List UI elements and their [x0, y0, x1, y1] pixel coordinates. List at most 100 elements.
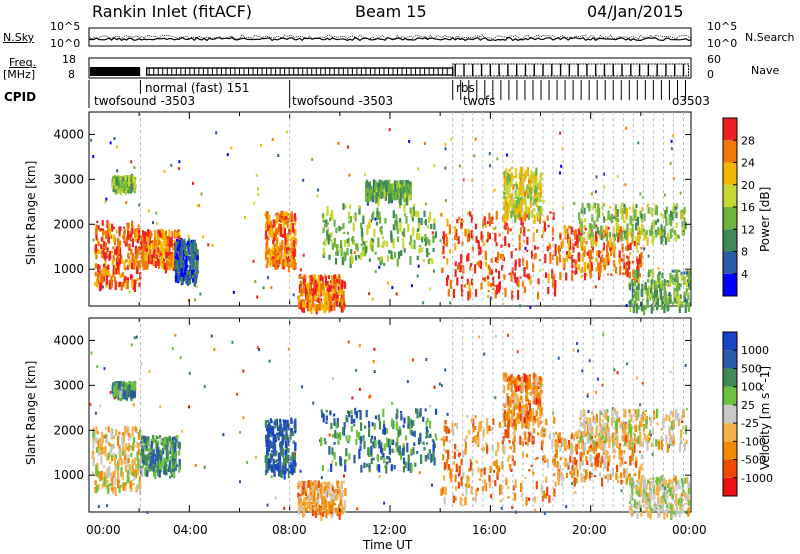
- heatmap-cell: [526, 213, 529, 218]
- heatmap-cell: [153, 462, 156, 473]
- scatter-point: [96, 365, 99, 369]
- heatmap-cell: [440, 488, 443, 496]
- heatmap-cell: [409, 255, 412, 265]
- heatmap-cell: [127, 244, 130, 249]
- heatmap-cell: [276, 227, 279, 235]
- scatter-point: [197, 204, 200, 208]
- heatmap-cell: [623, 263, 626, 270]
- heatmap-cell: [276, 256, 279, 261]
- beam-label: Beam 15: [355, 2, 427, 21]
- heatmap-cell: [359, 410, 362, 420]
- heatmap-cell: [650, 295, 653, 298]
- heatmap-cell: [110, 280, 113, 288]
- heatmap-cell: [130, 452, 133, 458]
- heatmap-cell: [516, 212, 519, 217]
- heatmap-cell: [279, 441, 282, 450]
- scatter-point: [496, 157, 499, 161]
- heatmap-cell: [529, 179, 532, 188]
- heatmap-cell: [512, 377, 515, 386]
- heatmap-cell: [383, 420, 386, 426]
- heatmap-cell: [513, 407, 516, 417]
- heatmap-cell: [309, 481, 312, 488]
- heatmap-cell: [336, 493, 339, 501]
- scatter-point: [255, 173, 258, 177]
- heatmap-cell: [337, 285, 340, 291]
- heatmap-cell: [176, 253, 179, 263]
- heatmap-cell: [277, 251, 280, 258]
- heatmap-cell: [140, 440, 143, 444]
- heatmap-cell: [477, 467, 480, 473]
- heatmap-cell: [330, 213, 333, 221]
- heatmap-cell: [576, 234, 579, 244]
- heatmap-cell: [196, 255, 199, 261]
- heatmap-cell: [353, 215, 356, 219]
- heatmap-cell: [368, 420, 371, 429]
- heatmap-cell: [362, 435, 365, 441]
- heatmap-cell: [678, 304, 681, 314]
- heatmap-cell: [106, 222, 109, 225]
- heatmap-cell: [158, 239, 161, 246]
- heatmap-cell: [616, 221, 619, 229]
- heatmap-cell: [582, 231, 585, 235]
- heatmap-cell: [636, 258, 639, 265]
- scatter-point: [402, 442, 405, 446]
- heatmap-cell: [402, 457, 406, 465]
- heatmap-cell: [290, 418, 293, 425]
- heatmap-cell: [513, 175, 516, 179]
- heatmap-cell: [282, 262, 286, 267]
- heatmap-cell: [269, 429, 272, 438]
- heatmap-cell: [489, 283, 492, 288]
- scatter-point: [616, 175, 619, 179]
- heatmap-cell: [686, 271, 689, 275]
- heatmap-cell: [396, 236, 400, 242]
- heatmap-cell: [343, 508, 346, 513]
- heatmap-cell: [106, 467, 109, 476]
- heatmap-cell: [454, 474, 457, 483]
- heatmap-cell: [373, 423, 376, 430]
- heatmap-cell: [294, 448, 297, 452]
- heatmap-cell: [152, 437, 155, 444]
- heatmap-cell: [270, 455, 273, 461]
- heatmap-cell: [279, 418, 282, 423]
- heatmap-cell: [533, 214, 536, 225]
- heatmap-cell: [350, 409, 353, 415]
- heatmap-cell: [115, 246, 118, 256]
- heatmap-cell: [269, 252, 272, 259]
- heatmap-cell: [635, 303, 638, 314]
- heatmap-cell: [426, 418, 429, 422]
- heatmap-cell: [150, 451, 153, 460]
- heatmap-cell: [583, 207, 586, 215]
- heatmap-cell: [588, 203, 591, 212]
- heatmap-cell: [412, 447, 415, 455]
- heatmap-cell: [309, 294, 312, 301]
- heatmap-cell: [513, 272, 516, 279]
- heatmap-cell: [427, 453, 430, 460]
- heatmap-cell: [627, 256, 630, 264]
- scatter-point: [474, 137, 477, 141]
- heatmap-cell: [188, 252, 191, 256]
- heatmap-cell: [578, 219, 582, 225]
- heatmap-cell: [117, 389, 120, 396]
- heatmap-cell: [348, 220, 351, 224]
- heatmap-cell: [173, 453, 176, 459]
- heatmap-cell: [284, 440, 287, 448]
- heatmap-cell: [626, 207, 629, 217]
- heatmap-cell: [134, 249, 137, 255]
- heatmap-cell: [609, 217, 612, 221]
- heatmap-cell: [149, 249, 152, 258]
- heatmap-cell: [154, 439, 157, 443]
- heatmap-cell: [112, 436, 115, 439]
- heatmap-cell: [119, 390, 122, 399]
- scatter-point: [147, 209, 150, 213]
- heatmap-cell: [98, 265, 101, 270]
- heatmap-cell: [331, 499, 334, 505]
- scatter-point: [473, 154, 476, 158]
- heatmap-cell: [340, 284, 343, 287]
- heatmap-cell: [519, 177, 523, 184]
- heatmap-cell: [126, 446, 129, 451]
- heatmap-cell: [628, 271, 631, 279]
- heatmap-cell: [522, 214, 525, 221]
- freq-right-tick-bottom: 0: [707, 68, 714, 81]
- heatmap-cell: [97, 475, 100, 479]
- heatmap-cell: [121, 459, 124, 466]
